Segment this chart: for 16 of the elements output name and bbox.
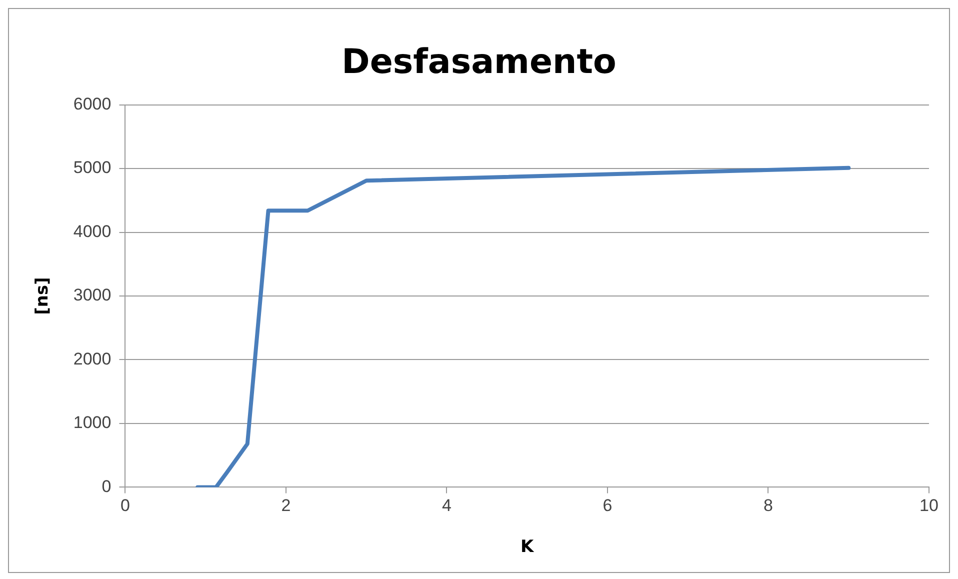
x-tick-label: 8 bbox=[764, 496, 773, 516]
y-tick-label: 6000 bbox=[73, 94, 112, 114]
y-tick-label: 5000 bbox=[73, 158, 112, 178]
y-tick-label: 2000 bbox=[73, 349, 112, 368]
y-tick-label: 3000 bbox=[73, 286, 112, 305]
x-tick-label: 10 bbox=[920, 496, 938, 516]
x-tick-label: 0 bbox=[120, 496, 130, 516]
x-axis-title: K bbox=[520, 537, 535, 558]
y-tick-label: 0 bbox=[102, 476, 112, 496]
y-tick-label: 4000 bbox=[73, 222, 112, 241]
y-tick-label: 1000 bbox=[73, 413, 112, 432]
x-tick-label: 4 bbox=[442, 496, 452, 516]
x-tick-label: 6 bbox=[602, 496, 612, 516]
x-tick-label: 2 bbox=[281, 496, 291, 516]
y-axis-title: [ns] bbox=[32, 277, 53, 315]
chart-title: Desfasamento bbox=[342, 42, 616, 82]
